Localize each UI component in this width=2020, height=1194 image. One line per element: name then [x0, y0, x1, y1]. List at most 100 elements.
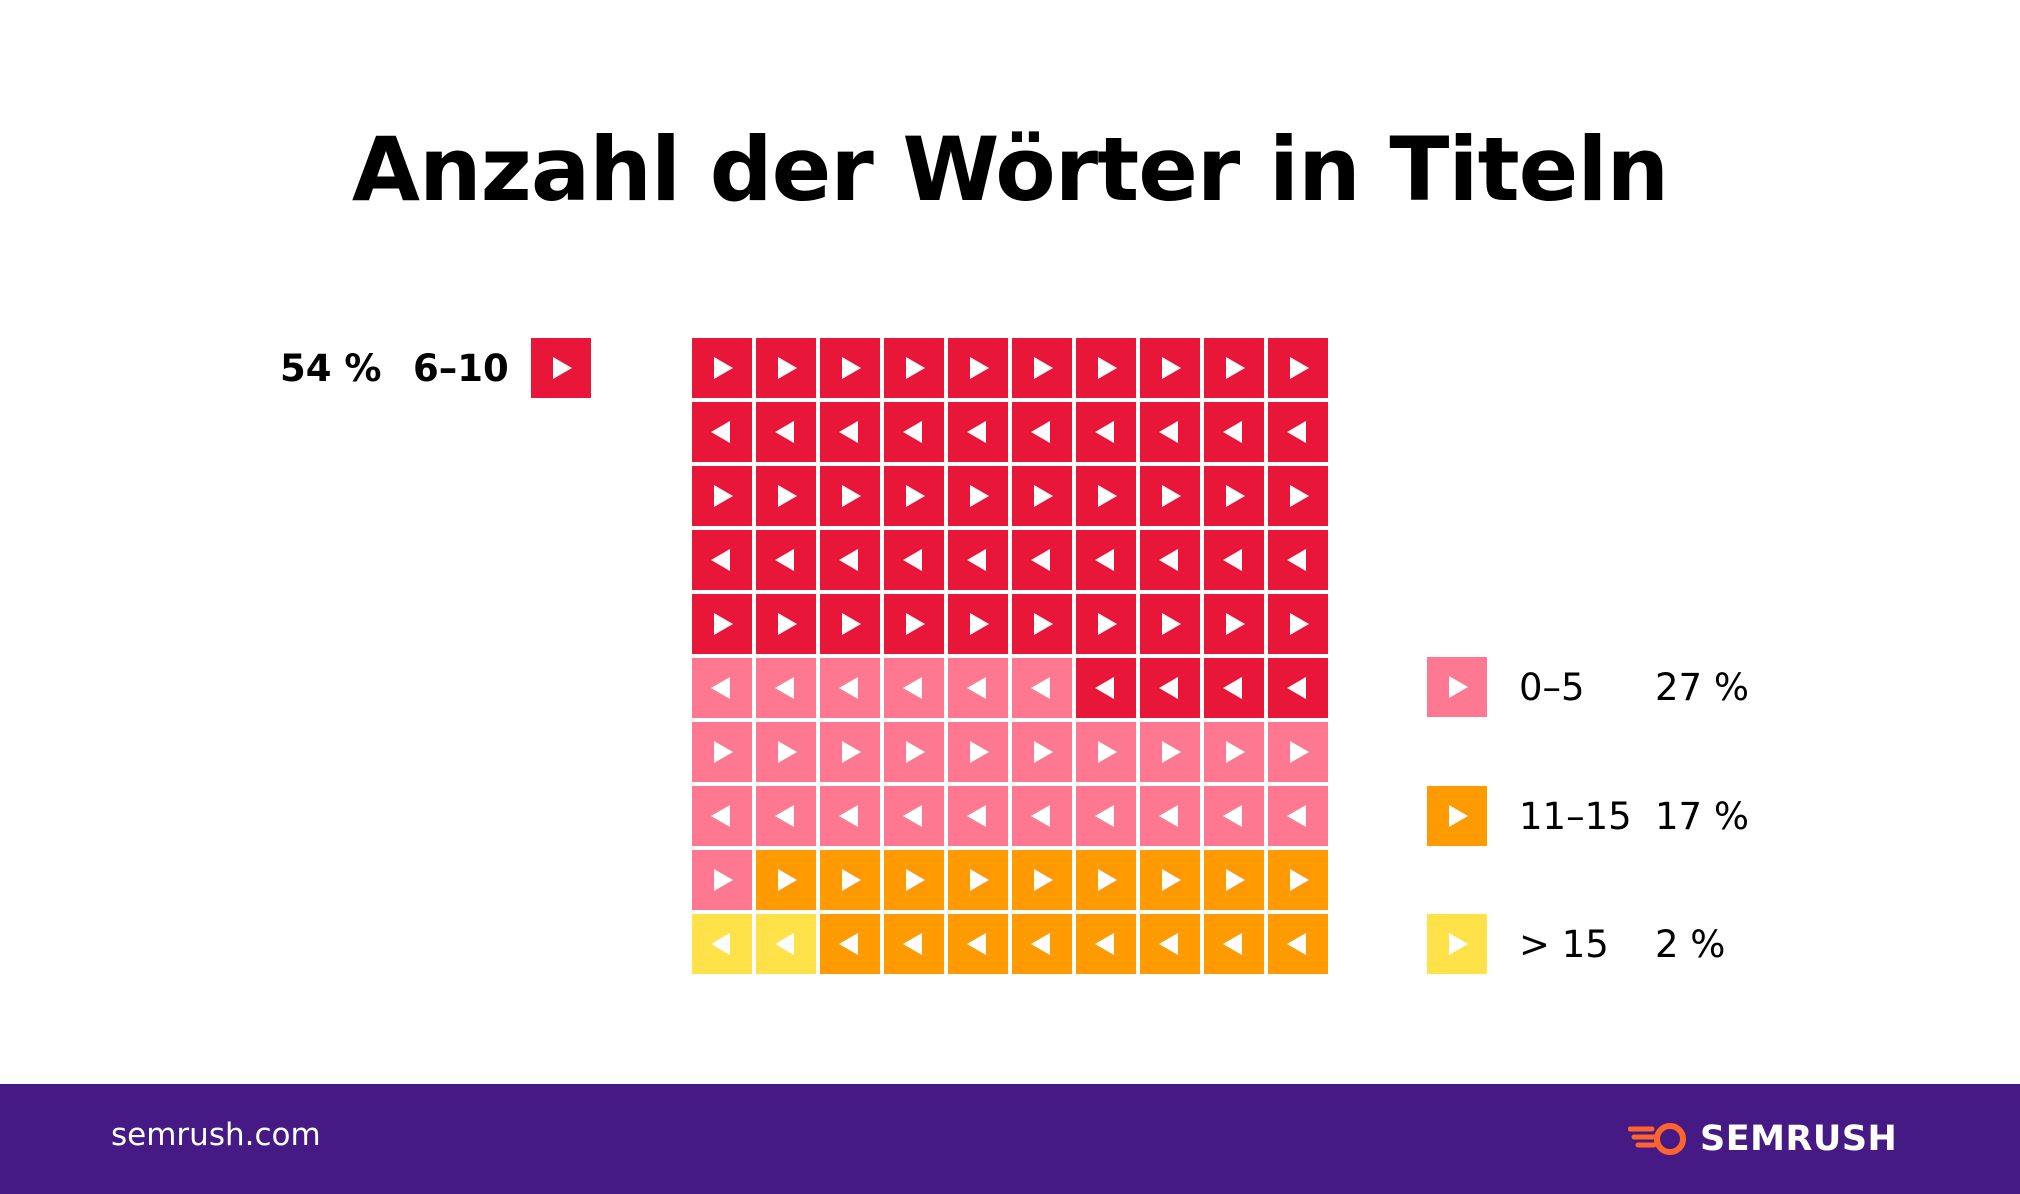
- waffle-cell-11–15: [1140, 914, 1200, 974]
- waffle-cell-6–10: [884, 530, 944, 590]
- legend-label: 0–5: [1519, 665, 1585, 709]
- waffle-cell-0–5: [820, 722, 880, 782]
- waffle-cell-6–10: [1076, 402, 1136, 462]
- waffle-cell-0–5: [1140, 786, 1200, 846]
- waffle-cell-11–15: [1076, 914, 1136, 974]
- legend-swatch-play-icon: [1427, 786, 1487, 846]
- legend-item-11-15: 11–15 17 %: [1427, 786, 1749, 846]
- waffle-cell-6–10: [1204, 466, 1264, 526]
- waffle-cell-0–5: [1268, 722, 1328, 782]
- waffle-cell-0–5: [820, 658, 880, 718]
- legend-value: 2 %: [1655, 922, 1726, 966]
- waffle-cell-6–10: [1140, 530, 1200, 590]
- waffle-cell-6–10: [756, 402, 816, 462]
- waffle-cell-0–5: [948, 786, 1008, 846]
- legend-value: 27 %: [1655, 665, 1749, 709]
- waffle-cell-0–5: [1012, 658, 1072, 718]
- legend-swatch-play-icon: [1427, 657, 1487, 717]
- legend-value: 17 %: [1655, 794, 1749, 838]
- waffle-cell-6–10: [1012, 402, 1072, 462]
- waffle-cell-> 15: [692, 914, 752, 974]
- legend-value: 54 %: [280, 346, 382, 390]
- waffle-cell-0–5: [884, 786, 944, 846]
- waffle-cell-6–10: [1140, 594, 1200, 654]
- waffle-cell-0–5: [884, 722, 944, 782]
- waffle-cell-6–10: [820, 338, 880, 398]
- waffle-cell-6–10: [1268, 594, 1328, 654]
- legend-item-over-15: > 15 2 %: [1427, 914, 1725, 974]
- waffle-cell-0–5: [692, 850, 752, 910]
- waffle-cell-6–10: [1268, 466, 1328, 526]
- waffle-cell-6–10: [1204, 658, 1264, 718]
- waffle-cell-6–10: [1268, 338, 1328, 398]
- waffle-cell-0–5: [1076, 722, 1136, 782]
- waffle-cell-6–10: [756, 466, 816, 526]
- waffle-cell-11–15: [820, 914, 880, 974]
- waffle-cell-11–15: [756, 850, 816, 910]
- waffle-cell-6–10: [948, 338, 1008, 398]
- waffle-cell-6–10: [1012, 338, 1072, 398]
- waffle-cell-6–10: [820, 594, 880, 654]
- waffle-cell-0–5: [1012, 786, 1072, 846]
- legend-item-0-5: 0–5 27 %: [1427, 657, 1749, 717]
- waffle-cell-6–10: [1268, 658, 1328, 718]
- waffle-cell-6–10: [692, 338, 752, 398]
- waffle-cell-6–10: [1204, 338, 1264, 398]
- legend-label: 6–10: [413, 346, 509, 390]
- waffle-cell-0–5: [1140, 722, 1200, 782]
- waffle-cell-11–15: [1076, 850, 1136, 910]
- footer-site-link[interactable]: semrush.com: [111, 1117, 321, 1153]
- semrush-logo[interactable]: SEMRUSH: [1628, 1114, 1897, 1164]
- waffle-cell-6–10: [948, 594, 1008, 654]
- waffle-cell-> 15: [756, 914, 816, 974]
- waffle-cell-6–10: [692, 530, 752, 590]
- waffle-cell-6–10: [1204, 594, 1264, 654]
- waffle-cell-0–5: [1268, 786, 1328, 846]
- legend-label: > 15: [1519, 922, 1609, 966]
- waffle-cell-6–10: [884, 338, 944, 398]
- waffle-cell-6–10: [820, 530, 880, 590]
- legend-label: 11–15: [1519, 794, 1632, 838]
- waffle-cell-0–5: [820, 786, 880, 846]
- waffle-cell-6–10: [948, 402, 1008, 462]
- waffle-cell-11–15: [1140, 850, 1200, 910]
- waffle-cell-6–10: [1204, 530, 1264, 590]
- waffle-cell-6–10: [692, 402, 752, 462]
- waffle-cell-6–10: [1268, 530, 1328, 590]
- waffle-chart: [692, 338, 1328, 974]
- waffle-cell-0–5: [692, 722, 752, 782]
- waffle-cell-11–15: [820, 850, 880, 910]
- waffle-cell-6–10: [756, 530, 816, 590]
- waffle-cell-6–10: [1076, 466, 1136, 526]
- waffle-cell-6–10: [1076, 594, 1136, 654]
- waffle-cell-0–5: [948, 658, 1008, 718]
- waffle-cell-11–15: [1012, 850, 1072, 910]
- legend-item-6-10: 54 % 6–10: [280, 338, 591, 398]
- legend-swatch-play-icon: [531, 338, 591, 398]
- chart-title: Anzahl der Wörter in Titeln: [351, 118, 1669, 221]
- semrush-wordmark: SEMRUSH: [1700, 1119, 1898, 1159]
- waffle-cell-6–10: [948, 530, 1008, 590]
- waffle-cell-6–10: [692, 466, 752, 526]
- waffle-cell-11–15: [948, 850, 1008, 910]
- waffle-cell-11–15: [1204, 914, 1264, 974]
- waffle-cell-0–5: [692, 786, 752, 846]
- waffle-cell-0–5: [756, 658, 816, 718]
- waffle-cell-0–5: [948, 722, 1008, 782]
- waffle-cell-0–5: [1204, 722, 1264, 782]
- waffle-cell-6–10: [1140, 658, 1200, 718]
- waffle-cell-6–10: [756, 594, 816, 654]
- waffle-cell-0–5: [1204, 786, 1264, 846]
- semrush-flame-icon: [1628, 1123, 1686, 1155]
- waffle-cell-6–10: [948, 466, 1008, 526]
- waffle-cell-0–5: [756, 722, 816, 782]
- waffle-cell-6–10: [756, 338, 816, 398]
- waffle-cell-6–10: [1204, 402, 1264, 462]
- waffle-cell-11–15: [884, 850, 944, 910]
- waffle-cell-6–10: [884, 402, 944, 462]
- waffle-cell-0–5: [884, 658, 944, 718]
- waffle-cell-6–10: [820, 402, 880, 462]
- waffle-cell-6–10: [884, 466, 944, 526]
- waffle-cell-6–10: [692, 594, 752, 654]
- waffle-cell-6–10: [1012, 530, 1072, 590]
